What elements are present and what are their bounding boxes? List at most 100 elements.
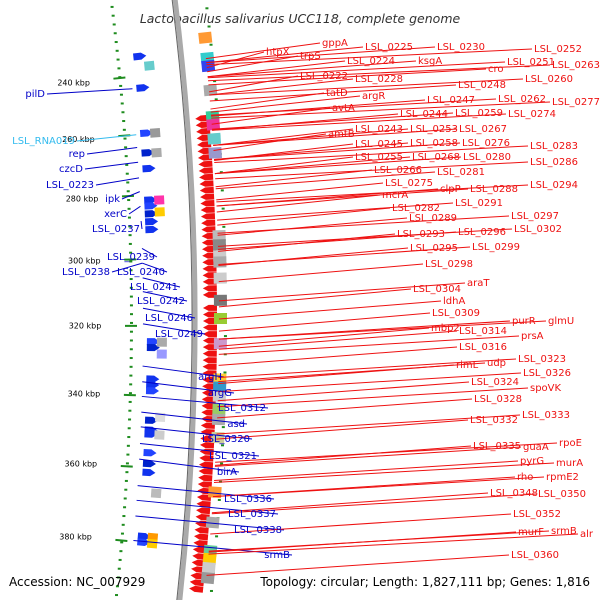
reverse-gene-label: LSL_0251 [507, 57, 555, 68]
reverse-gene-label: LSL_0252 [534, 44, 582, 55]
ring-dot [122, 120, 126, 123]
forward-leader-line [46, 88, 133, 95]
gene-arrow [139, 129, 154, 138]
ring-dot [110, 5, 114, 8]
reverse-gene-label: LSL_0253 [410, 124, 458, 135]
reverse-leader-line [215, 442, 558, 463]
reverse-leader-line [216, 419, 469, 440]
kbp-label: 300 kbp [68, 257, 101, 266]
ring-dot [129, 383, 133, 386]
forward-gene-label: czcD [59, 164, 83, 175]
reverse-gene-label: amtB [328, 129, 355, 140]
forward-gene-label: LSL_0242 [137, 296, 185, 307]
ring-dot [124, 488, 128, 491]
reverse-leader-line [218, 346, 458, 366]
reverse-gene-label: LSL_0299 [472, 242, 520, 253]
ring-dot [209, 589, 213, 592]
ring-dot [126, 181, 130, 184]
ring-dot [111, 14, 115, 17]
ring-dot [221, 444, 225, 447]
reverse-gene-label: LSL_0225 [365, 42, 413, 53]
reverse-leader-line [217, 381, 470, 402]
reverse-gene-label: LSL_0314 [459, 326, 507, 337]
gene-block [154, 430, 165, 440]
ring-dot [125, 462, 129, 465]
gene-block [208, 146, 223, 159]
gene-block [203, 84, 218, 97]
ring-dot [129, 295, 133, 298]
ring-dot [223, 335, 227, 338]
gene-block [213, 256, 227, 268]
gene-arrow [200, 213, 216, 220]
gene-arrow [196, 127, 211, 135]
gene-arrow [198, 461, 214, 469]
kbp-tick [120, 464, 133, 468]
gene-arrow [141, 149, 155, 157]
reverse-gene-label: LSL_0276 [462, 138, 510, 149]
gene-arrow [198, 167, 213, 174]
ring-dot [129, 286, 133, 289]
ring-dot [128, 400, 132, 403]
forward-gene-label: asd [227, 419, 245, 430]
gene-arrow [189, 579, 205, 587]
forward-leader-line [140, 426, 253, 440]
reverse-leader-line [218, 246, 471, 265]
reverse-leader-line [217, 202, 454, 221]
reverse-leader-line [217, 228, 513, 247]
reverse-leader-line [218, 282, 466, 302]
reverse-leader-line [218, 300, 442, 320]
reverse-leader-line [218, 327, 430, 347]
reverse-leader-line [214, 445, 472, 466]
gene-arrow [202, 318, 218, 325]
reverse-gene-label: rpmE2 [546, 472, 579, 483]
gene-arrow [143, 449, 157, 457]
ring-dot [213, 80, 217, 83]
gene-arrow [133, 52, 147, 61]
reverse-leader-line [208, 533, 579, 555]
gene-arrow [197, 147, 212, 155]
forward-gene-label: LSL_0336 [224, 494, 272, 505]
ring-dot [122, 128, 126, 131]
reverse-gene-label: rimL [456, 360, 479, 371]
reverse-leader-line [206, 46, 436, 64]
reverse-leader-line [216, 182, 384, 201]
forward-gene-label: rep [69, 149, 85, 160]
reverse-gene-label: LSL_0263 [552, 60, 600, 71]
reverse-gene-label: clpP [440, 184, 461, 195]
gene-arrow [192, 553, 207, 560]
gene-arrow [197, 141, 212, 148]
gene-arrow [142, 468, 156, 477]
forward-leader-line [140, 220, 143, 230]
ring-dot [123, 497, 127, 500]
ring-dot [117, 567, 121, 570]
gene-arrow [199, 455, 214, 462]
reverse-leader-line [213, 128, 354, 146]
ring-dot [214, 98, 218, 101]
forward-gene-label: LSL_0249 [155, 329, 203, 340]
forward-gene-label: birA [217, 467, 237, 478]
ring-dot [221, 207, 225, 210]
gene-arrow [202, 337, 217, 344]
reverse-gene-label: htpX [266, 47, 290, 58]
reverse-gene-label: LSL_0323 [518, 354, 566, 365]
forward-gene-label: LSL_0239 [107, 252, 155, 263]
reverse-gene-label: alr [580, 529, 594, 540]
reverse-leader-line [217, 387, 529, 408]
gene-block [149, 128, 161, 138]
ring-dot [128, 409, 132, 412]
ring-dot [125, 471, 129, 474]
forward-gene-label: LSL_0337 [228, 509, 276, 520]
gene-arrow [195, 121, 210, 128]
reverse-gene-label: LSL_0245 [355, 139, 403, 150]
reverse-leader-line [214, 446, 522, 467]
gene-arrow [144, 202, 158, 210]
gene-arrow [202, 324, 217, 331]
reverse-gene-label: LSL_0289 [409, 213, 457, 224]
gene-arrow [199, 180, 214, 187]
reverse-gene-label: LSL_0268 [412, 152, 460, 163]
reverse-gene-label: murA [556, 458, 583, 469]
reverse-gene-label: udp [487, 358, 506, 369]
reverse-gene-label: LSL_0277 [552, 97, 600, 108]
kbp-label: 260 kbp [62, 135, 95, 144]
reverse-leader-line [217, 217, 408, 236]
